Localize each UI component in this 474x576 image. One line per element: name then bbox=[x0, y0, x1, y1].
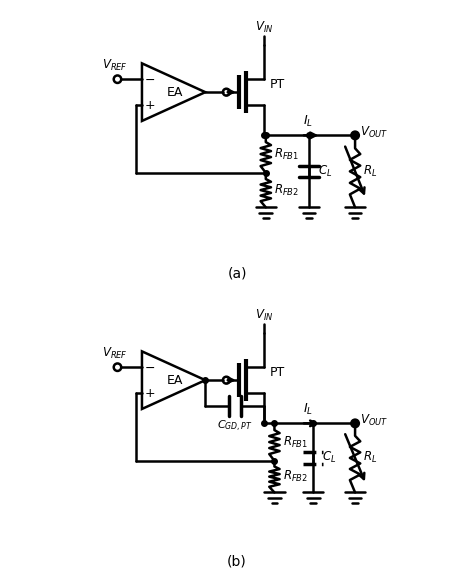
Text: $R_{FB1}$: $R_{FB1}$ bbox=[274, 146, 299, 162]
Text: $+$: $+$ bbox=[145, 386, 155, 400]
Text: (b): (b) bbox=[227, 555, 247, 569]
Text: $C_{GD,PT}$: $C_{GD,PT}$ bbox=[217, 419, 253, 434]
Text: $R_{FB2}$: $R_{FB2}$ bbox=[283, 469, 308, 484]
Text: EA: EA bbox=[167, 374, 183, 386]
Text: $-$: $-$ bbox=[145, 73, 155, 86]
Text: $I_L$: $I_L$ bbox=[303, 402, 313, 417]
Text: $V_{IN}$: $V_{IN}$ bbox=[255, 20, 273, 35]
Text: $V_{OUT}$: $V_{OUT}$ bbox=[360, 413, 388, 428]
Text: PT: PT bbox=[270, 366, 285, 380]
Text: $C_L$: $C_L$ bbox=[322, 450, 336, 465]
Text: $V_{REF}$: $V_{REF}$ bbox=[102, 346, 128, 361]
Text: $I_L$: $I_L$ bbox=[303, 114, 313, 129]
Text: $R_L$: $R_L$ bbox=[363, 450, 377, 465]
Text: $V_{REF}$: $V_{REF}$ bbox=[102, 58, 128, 73]
Text: PT: PT bbox=[270, 78, 285, 92]
Text: $R_{FB1}$: $R_{FB1}$ bbox=[283, 434, 308, 450]
Text: $R_L$: $R_L$ bbox=[363, 164, 377, 179]
Text: EA: EA bbox=[167, 86, 183, 98]
Text: $C_L$: $C_L$ bbox=[318, 164, 332, 179]
Text: $-$: $-$ bbox=[145, 361, 155, 374]
Text: $V_{OUT}$: $V_{OUT}$ bbox=[360, 125, 388, 140]
Text: $R_{FB2}$: $R_{FB2}$ bbox=[274, 183, 299, 198]
Text: (a): (a) bbox=[227, 267, 247, 281]
Text: $+$: $+$ bbox=[145, 98, 155, 112]
Text: $V_{IN}$: $V_{IN}$ bbox=[255, 308, 273, 323]
